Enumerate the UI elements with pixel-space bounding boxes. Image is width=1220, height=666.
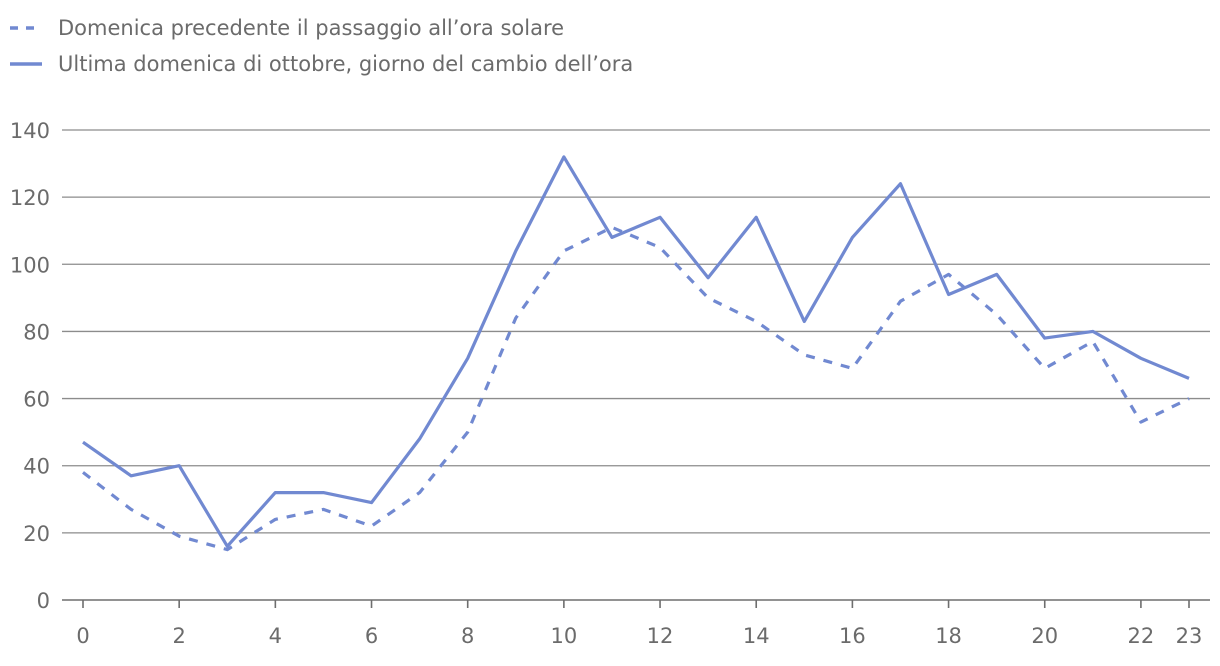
series-line-dashed — [82, 225, 1190, 552]
y-tick-label: 40 — [23, 455, 50, 479]
x-tick-label: 4 — [269, 624, 282, 648]
x-tick-label: 18 — [935, 624, 962, 648]
x-tick-label: 23 — [1176, 624, 1203, 648]
y-tick-label: 80 — [23, 320, 50, 344]
x-tick-label: 14 — [743, 624, 770, 648]
legend-item-dashed-series: Domenica precedente il passaggio all’ora… — [8, 10, 633, 46]
y-tick-label: 120 — [10, 186, 50, 210]
x-axis: 0 2 4 6 8 10 12 14 16 18 20 22 23 — [62, 599, 1210, 648]
x-tick-label: 12 — [647, 624, 674, 648]
series-line-solid — [82, 155, 1190, 548]
dashed-line-swatch-icon — [10, 26, 42, 30]
solid-line-swatch-icon — [10, 62, 42, 66]
legend-label-solid-series: Ultima domenica di ottobre, giorno del c… — [58, 52, 634, 76]
legend-label-dashed-series: Domenica precedente il passaggio all’ora… — [58, 16, 565, 40]
grid-lines — [62, 129, 1210, 534]
x-tick-label: 22 — [1128, 624, 1155, 648]
x-tick-label: 0 — [76, 624, 89, 648]
x-tick-label: 8 — [461, 624, 474, 648]
y-tick-label: 140 — [10, 119, 50, 143]
legend-item-solid-series: Ultima domenica di ottobre, giorno del c… — [8, 46, 633, 82]
y-tick-label: 20 — [23, 522, 50, 546]
x-tick-label: 2 — [172, 624, 185, 648]
series-lines — [82, 155, 1190, 552]
y-tick-label: 0 — [37, 589, 50, 613]
y-tick-label: 100 — [10, 253, 50, 277]
x-tick-label: 6 — [365, 624, 378, 648]
x-tick-label: 16 — [839, 624, 866, 648]
legend: Domenica precedente il passaggio all’ora… — [8, 10, 633, 82]
y-axis-tick-labels: 0 20 40 60 80 100 120 140 — [10, 119, 50, 613]
x-tick-label: 10 — [551, 624, 578, 648]
x-tick-label: 20 — [1031, 624, 1058, 648]
y-tick-label: 60 — [23, 388, 50, 412]
